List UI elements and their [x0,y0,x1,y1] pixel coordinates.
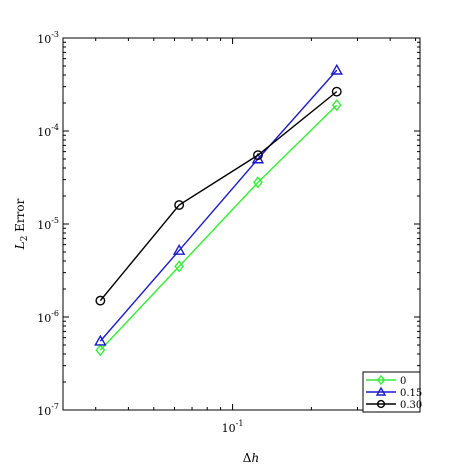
data-point [174,260,185,273]
legend: 00.150.30 [362,371,422,413]
data-point [94,334,107,346]
data-point [95,344,106,357]
data-point [331,98,342,112]
data-point [376,374,386,386]
legend-label: 0 [400,376,406,387]
data-point [174,200,185,210]
x-tick-label: 10-1 [222,419,244,435]
data-point [95,295,106,306]
data-point [331,86,342,97]
y-tick-label: 10-4 [37,123,59,139]
data-point [252,150,263,161]
data-point [330,63,343,75]
data-point [375,386,387,396]
series-line [99,69,338,342]
legend-label: 0.30 [400,400,422,411]
y-tick-label: 10-3 [37,30,59,46]
y-tick-label: 10-6 [37,309,59,325]
data-point [253,176,263,189]
legend-label: 0.15 [400,388,422,399]
y-tick-label: 10-5 [37,216,59,232]
series-line [99,104,338,351]
plot-area [62,37,421,411]
data-point [376,399,386,409]
y-axis-label: L2 Error [13,198,30,250]
y-tick-label: 10-7 [37,402,59,418]
x-axis-label: Δh [243,451,259,465]
data-point [172,244,186,255]
series-line [99,91,338,302]
